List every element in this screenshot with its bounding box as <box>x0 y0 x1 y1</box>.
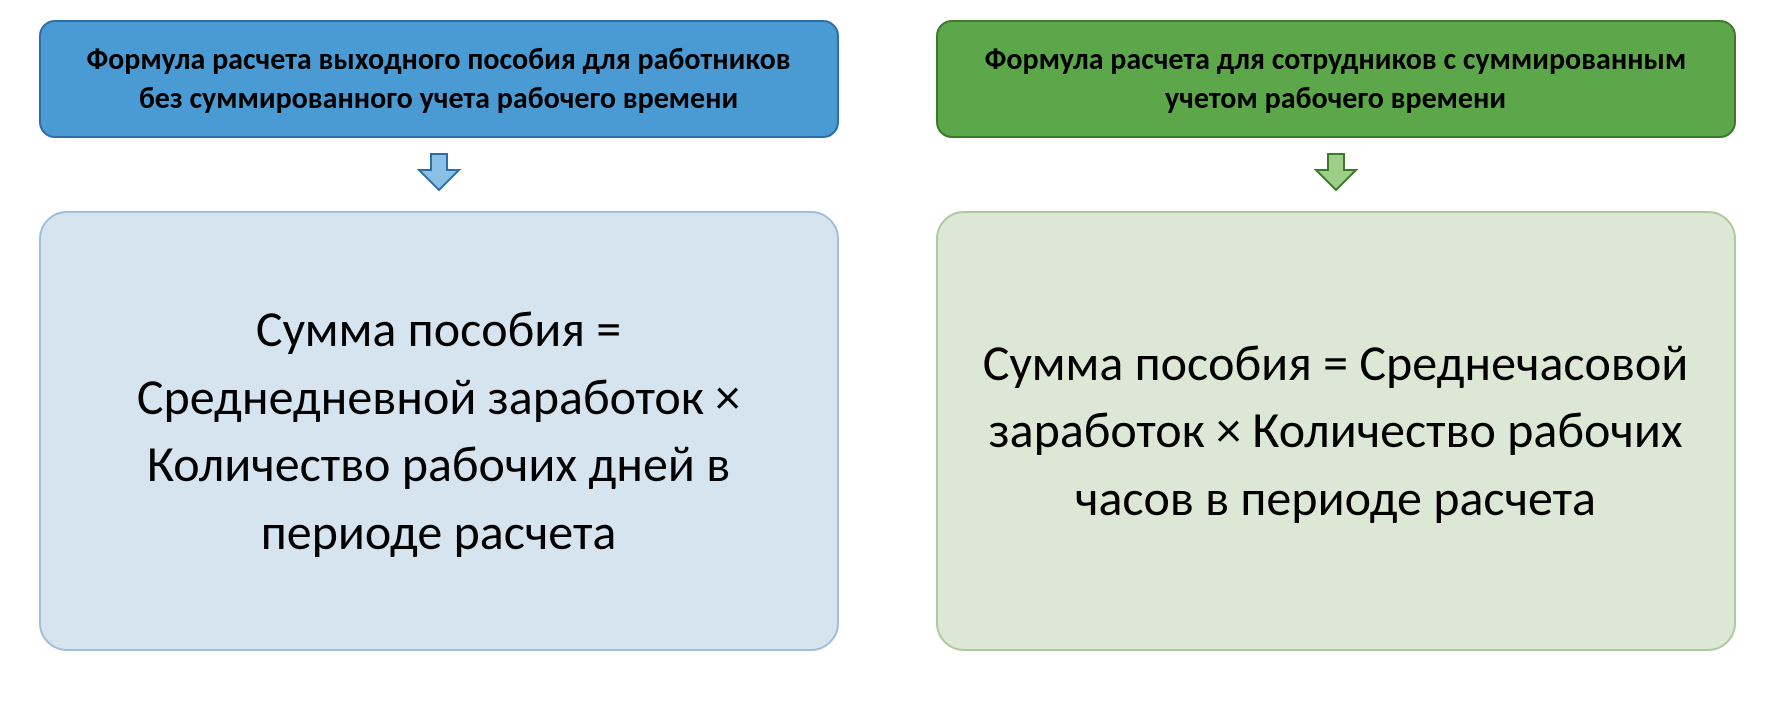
formula-box-left: Сумма пособия = Среднедневной заработок … <box>39 211 839 651</box>
column-right: Формула расчета для сотрудников с суммир… <box>936 20 1736 651</box>
header-text-left: Формула расчета выходного пособия для ра… <box>71 40 807 118</box>
arrow-path-left <box>419 154 459 190</box>
arrow-path-right <box>1316 154 1356 190</box>
header-text-right: Формула расчета для сотрудников с суммир… <box>968 40 1704 118</box>
column-left: Формула расчета выходного пособия для ра… <box>39 20 839 651</box>
formula-box-right: Сумма пособия = Среднечасовой заработок … <box>936 211 1736 651</box>
arrow-down-icon-right <box>1312 150 1360 199</box>
arrow-down-icon-left <box>415 150 463 199</box>
header-box-right: Формула расчета для сотрудников с суммир… <box>936 20 1736 138</box>
header-box-left: Формула расчета выходного пособия для ра… <box>39 20 839 138</box>
formula-text-left: Сумма пособия = Среднедневной заработок … <box>81 296 797 566</box>
formula-text-right: Сумма пособия = Среднечасовой заработок … <box>978 330 1694 533</box>
